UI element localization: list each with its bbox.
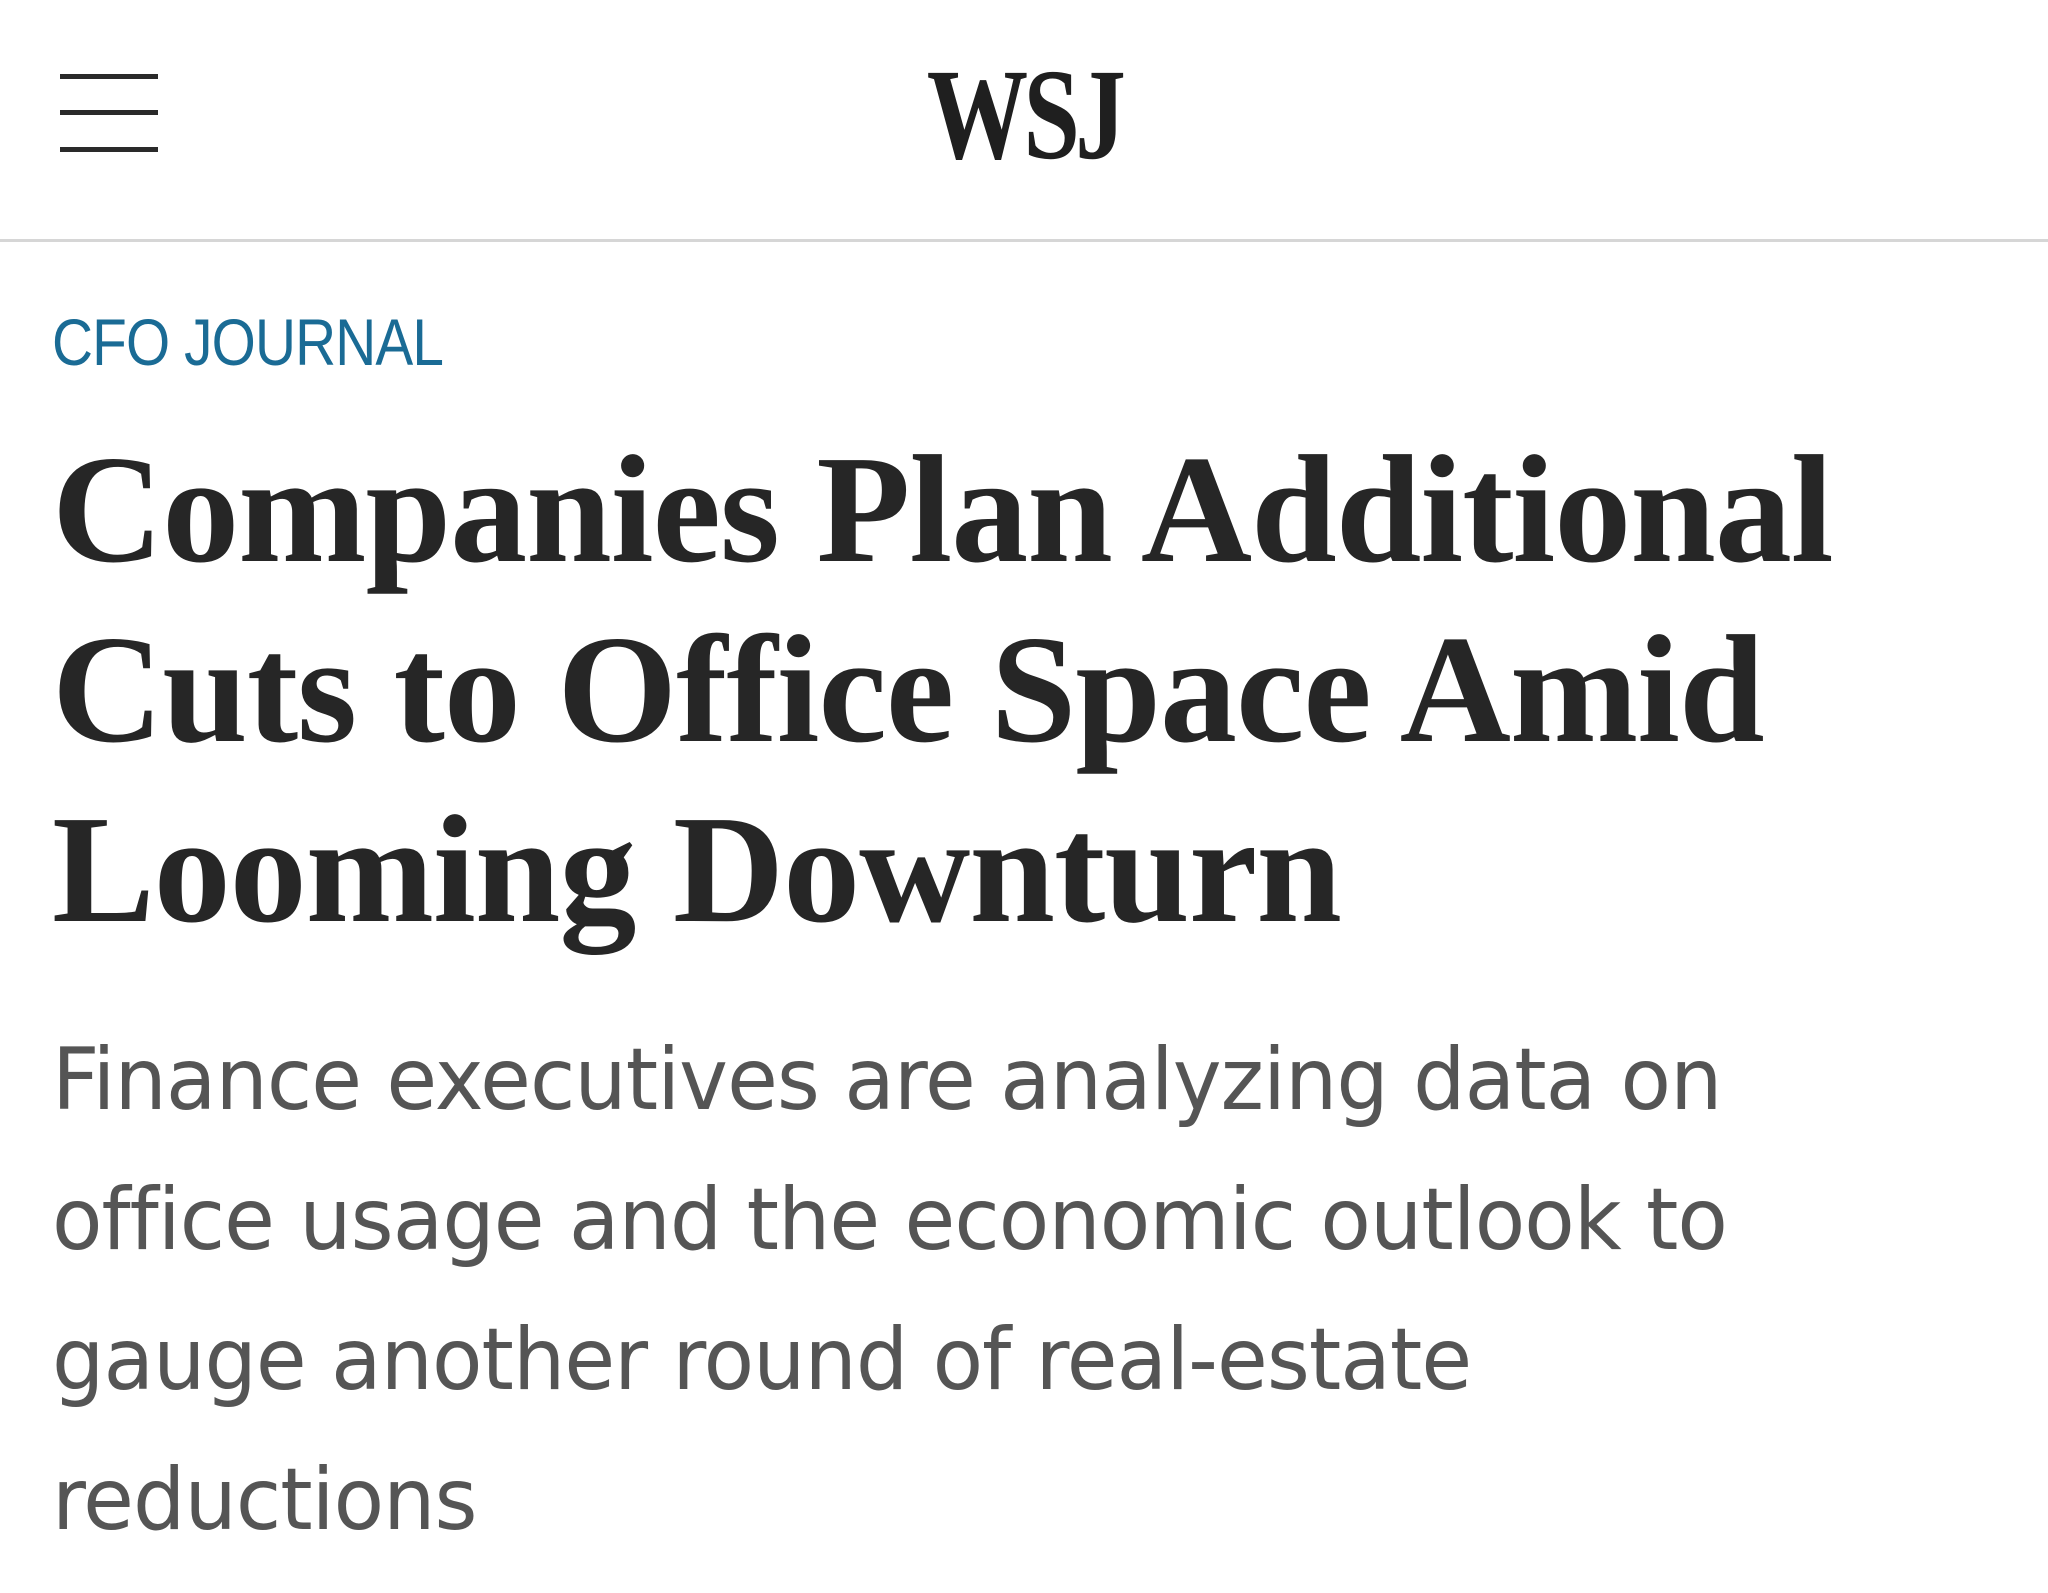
article-summary: Finance executives are analyzing data on… xyxy=(52,1030,1728,1550)
menu-bar-line xyxy=(60,74,158,79)
hamburger-menu-icon[interactable] xyxy=(56,70,162,160)
wsj-logo[interactable]: WSJ xyxy=(926,43,1126,187)
menu-bar-line xyxy=(60,147,158,152)
top-navigation-bar: WSJ xyxy=(0,0,2048,242)
article-headline: Companies Plan Additional Cuts to Office… xyxy=(52,425,1834,955)
article-header: CFO JOURNAL Companies Plan Additional Cu… xyxy=(52,242,1932,1570)
section-label-link[interactable]: CFO JOURNAL xyxy=(52,305,444,379)
menu-bar-line xyxy=(60,110,158,115)
